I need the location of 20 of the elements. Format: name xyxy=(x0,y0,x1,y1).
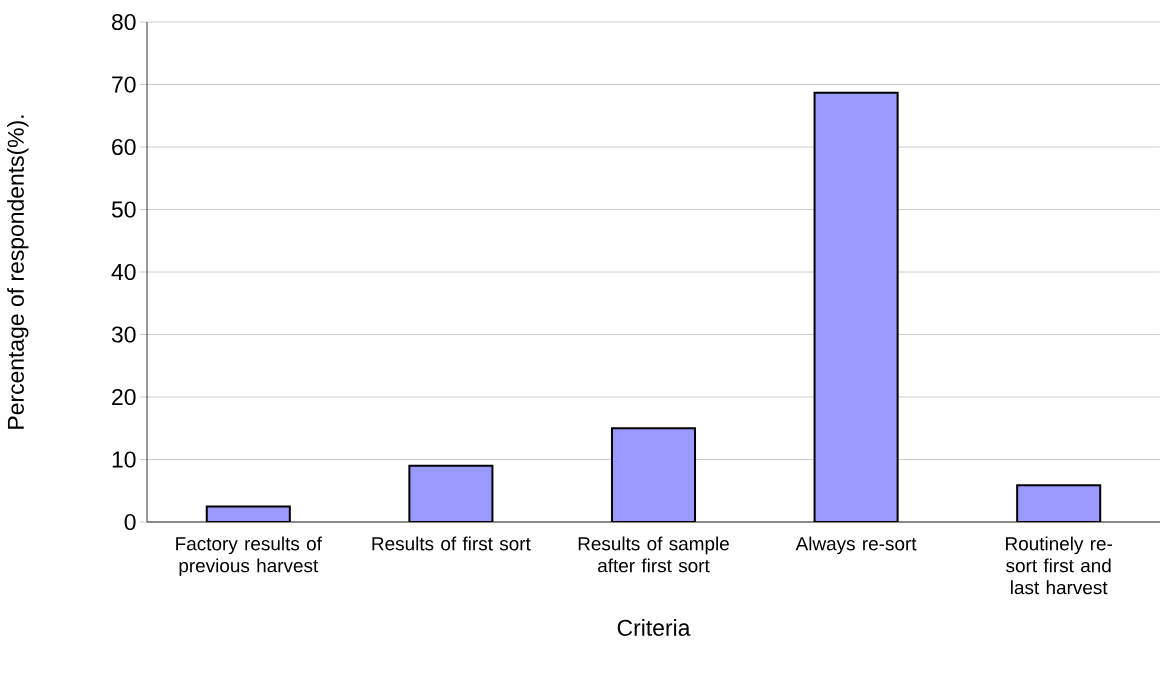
x-tick-label: Always re-sort xyxy=(795,536,917,555)
y-tick-label: 10 xyxy=(112,451,136,468)
y-tick-label: 0 xyxy=(124,513,136,531)
y-tick-label: 40 xyxy=(111,263,136,281)
bar xyxy=(610,427,697,522)
y-tick-label: 70 xyxy=(112,76,136,93)
bar xyxy=(408,464,494,522)
x-tick-label: Factory results of previous harvest xyxy=(176,536,322,577)
y-tick-label: 60 xyxy=(112,138,136,156)
x-axis-title: Criteria xyxy=(617,619,691,636)
y-axis-title: Percentage of respondents(%). xyxy=(7,115,29,429)
y-tick-label: 20 xyxy=(112,388,136,406)
x-tick-label: Routinely re-sort first and last harvest xyxy=(1006,536,1112,595)
x-tick-label: Results of first sort xyxy=(372,536,531,551)
bar xyxy=(1016,484,1102,522)
x-tick-label: Results of sample after first sort xyxy=(578,536,729,573)
y-tick-label: 80 xyxy=(111,13,136,31)
bar xyxy=(813,91,899,522)
y-tick-label: 30 xyxy=(111,326,136,343)
y-tick-label: 50 xyxy=(111,201,136,218)
